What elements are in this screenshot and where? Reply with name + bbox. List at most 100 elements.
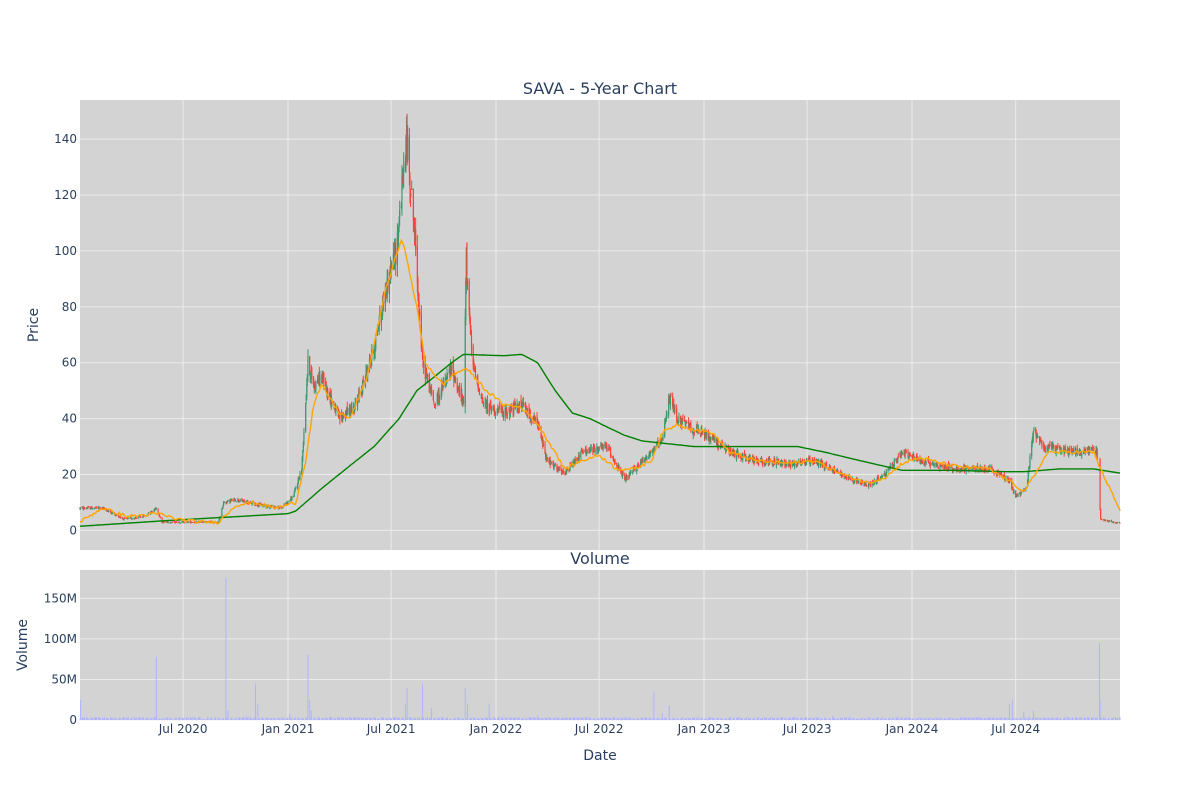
volume-bar bbox=[984, 718, 986, 720]
volume-bar bbox=[534, 717, 536, 720]
volume-bar bbox=[672, 717, 674, 720]
candle-body bbox=[397, 227, 400, 238]
volume-bar bbox=[473, 717, 475, 720]
candle-body bbox=[957, 468, 959, 470]
volume-bar bbox=[720, 718, 722, 720]
volume-bar bbox=[644, 717, 646, 720]
volume-bar bbox=[937, 718, 939, 720]
volume-bar bbox=[892, 717, 894, 720]
volume-bar bbox=[710, 717, 712, 720]
volume-bar bbox=[661, 713, 663, 720]
candle-body bbox=[632, 468, 634, 473]
volume-bar bbox=[150, 717, 152, 720]
volume-bar bbox=[444, 718, 446, 720]
candle-body bbox=[209, 521, 211, 522]
volume-bar bbox=[1108, 718, 1110, 720]
volume-bar bbox=[664, 717, 666, 720]
volume-bar bbox=[255, 717, 257, 720]
candle-body bbox=[302, 450, 304, 459]
volume-bar bbox=[622, 717, 624, 720]
volume-bar bbox=[983, 718, 985, 720]
volume-bar bbox=[151, 718, 153, 720]
candle-body bbox=[350, 408, 352, 417]
volume-bar bbox=[247, 717, 249, 720]
volume-bar bbox=[731, 719, 733, 720]
volume-bar bbox=[634, 719, 636, 720]
candle-body bbox=[852, 480, 854, 482]
volume-bar bbox=[872, 718, 874, 720]
volume-bar bbox=[257, 718, 259, 720]
volume-bar bbox=[987, 718, 989, 720]
volume-bar bbox=[590, 717, 592, 720]
candle-body bbox=[668, 397, 670, 400]
candle-body bbox=[1119, 522, 1121, 524]
volume-bar bbox=[656, 718, 658, 720]
volume-bar bbox=[805, 717, 807, 720]
volume-bar bbox=[640, 718, 642, 720]
volume-bar bbox=[138, 719, 140, 720]
volume-bar bbox=[777, 718, 779, 720]
candle-body bbox=[642, 460, 644, 463]
volume-bar bbox=[748, 717, 750, 720]
volume-bar bbox=[530, 717, 532, 720]
candle-body bbox=[1036, 436, 1038, 438]
candle-body bbox=[510, 405, 512, 411]
candle-body bbox=[706, 432, 708, 437]
volume-bar bbox=[102, 718, 104, 720]
volume-bar bbox=[394, 718, 396, 720]
candle-body bbox=[786, 464, 788, 467]
volume-bar bbox=[130, 719, 132, 720]
volume-bar bbox=[1020, 718, 1022, 720]
volume-bar bbox=[318, 718, 320, 720]
volume-bar bbox=[861, 717, 863, 720]
volume-bar bbox=[976, 719, 978, 720]
volume-bar bbox=[493, 717, 495, 720]
candle-body bbox=[576, 458, 578, 462]
candle-body bbox=[995, 472, 997, 474]
candle-body bbox=[396, 232, 399, 265]
candle-body bbox=[309, 356, 311, 375]
candle-body bbox=[118, 515, 120, 518]
volume-bar bbox=[233, 719, 235, 720]
volume-bar bbox=[681, 717, 683, 720]
candle-body bbox=[217, 521, 220, 523]
volume-bar bbox=[985, 718, 987, 720]
candle-body bbox=[917, 458, 919, 461]
candle-body bbox=[223, 502, 225, 503]
candle-body bbox=[1085, 448, 1087, 450]
candle-body bbox=[299, 473, 301, 479]
candle-body bbox=[544, 452, 547, 457]
volume-bar bbox=[266, 718, 268, 720]
volume-bar bbox=[166, 717, 168, 720]
volume-bar bbox=[489, 717, 491, 720]
volume-bar bbox=[235, 717, 237, 720]
candle-body bbox=[853, 480, 856, 482]
volume-bar bbox=[980, 717, 982, 720]
volume-bar bbox=[697, 719, 699, 720]
volume-bar bbox=[1089, 718, 1091, 720]
volume-bar bbox=[331, 717, 333, 720]
volume-bar bbox=[1011, 699, 1013, 720]
volume-bar bbox=[745, 718, 747, 720]
candle-body bbox=[905, 452, 907, 453]
candle-body bbox=[1075, 452, 1077, 455]
volume-bar bbox=[562, 718, 564, 720]
volume-bar bbox=[824, 719, 826, 720]
volume-bar bbox=[774, 719, 776, 720]
volume-bar bbox=[295, 717, 297, 720]
volume-bar bbox=[767, 718, 769, 720]
volume-bar bbox=[765, 717, 767, 720]
candle-body bbox=[123, 518, 125, 520]
volume-bar bbox=[121, 718, 123, 720]
volume-bar bbox=[657, 718, 659, 720]
volume-bar bbox=[255, 683, 257, 720]
volume-bar bbox=[913, 718, 915, 720]
volume-bar bbox=[327, 718, 329, 720]
volume-bar bbox=[349, 717, 351, 720]
volume-bar bbox=[1028, 717, 1030, 720]
volume-bar bbox=[670, 719, 672, 720]
volume-bar bbox=[1051, 717, 1053, 720]
candle-body bbox=[494, 409, 496, 415]
volume-bar bbox=[493, 718, 495, 720]
volume-bar bbox=[728, 718, 730, 720]
